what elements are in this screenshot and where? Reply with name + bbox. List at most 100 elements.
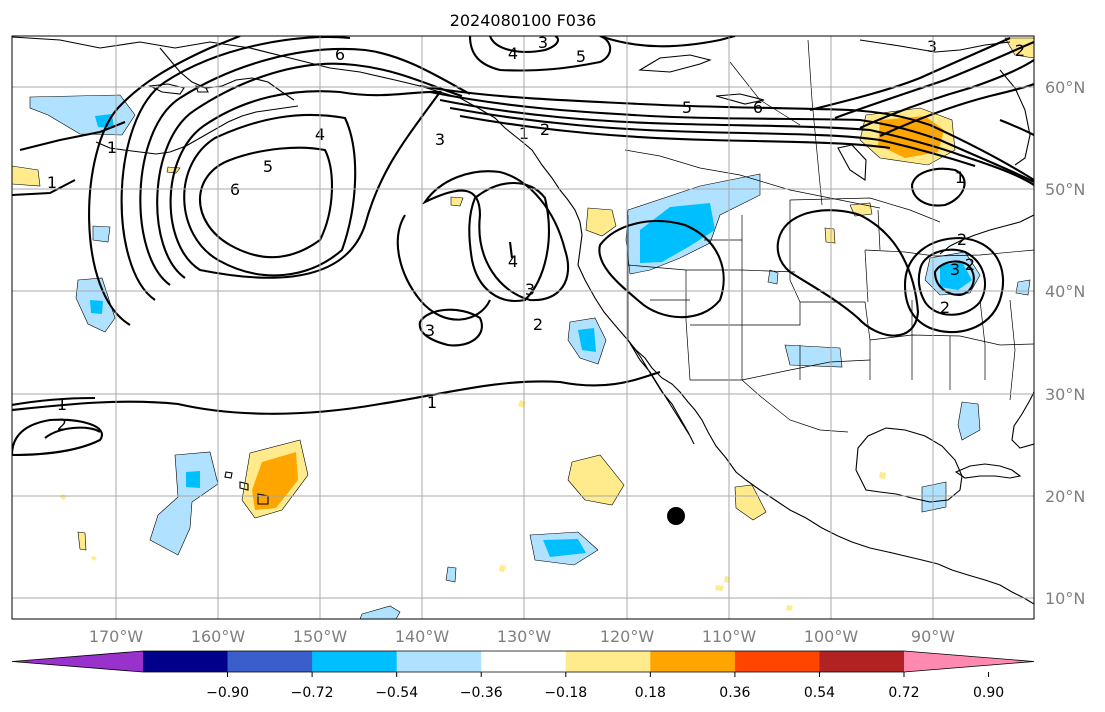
shade-region-cyan	[186, 471, 200, 488]
colorbar-tick-label: −0.54	[375, 685, 418, 701]
shade-region-cyan	[95, 114, 114, 128]
latitude-labels: 60°N 50°N 40°N 30°N 20°N 10°N	[1045, 78, 1085, 608]
lat-label: 20°N	[1045, 487, 1085, 506]
contour-label: 6	[335, 45, 345, 64]
gridlines	[12, 36, 1034, 619]
shade-region-yellow	[450, 196, 464, 207]
contour-label: 1	[427, 393, 437, 412]
contour-label: 1	[47, 173, 57, 192]
lat-label: 50°N	[1045, 180, 1085, 199]
shade-region-blue	[957, 401, 981, 441]
contour-label: 5	[576, 47, 586, 66]
contour-label: 3	[525, 280, 535, 299]
shade-region-yellow	[91, 556, 97, 561]
contour-label: 2	[965, 255, 975, 274]
storm-marker	[667, 507, 685, 525]
lon-label: 170°W	[89, 627, 144, 646]
shade-region-yellow	[585, 207, 617, 237]
colorbar-tick-label: −0.90	[206, 685, 249, 701]
colorbar-tick-label: −0.72	[291, 685, 334, 701]
shade-region-blue	[359, 605, 401, 619]
colorbar-swatch	[312, 651, 398, 672]
lat-label: 40°N	[1045, 282, 1085, 301]
political-borders	[624, 39, 1034, 433]
colorbar-tick-label: 0.54	[804, 685, 835, 701]
lat-label: 60°N	[1045, 78, 1085, 97]
colorbar-tick-label: −0.36	[460, 685, 503, 701]
contour-label: 3	[435, 130, 445, 149]
shade-region-yellow	[567, 454, 625, 506]
shade-region-blue	[784, 344, 843, 368]
contour-label: 3	[425, 321, 435, 340]
shade-region-cyan	[640, 203, 715, 263]
shade-region-yellow	[77, 531, 87, 551]
contour-label: 3	[927, 37, 937, 56]
colorbar-tick-label: 0.72	[888, 685, 919, 701]
contour-lines	[12, 36, 1034, 457]
contour-label: 2	[1015, 41, 1025, 60]
contour-label: 3	[538, 33, 548, 52]
contour-label: 1	[107, 138, 117, 157]
shade-region-cyan	[940, 262, 972, 290]
map-title: 2024080100 F036	[450, 11, 597, 30]
lon-label: 130°W	[497, 627, 552, 646]
colorbar-swatch	[481, 651, 567, 672]
lon-label: 100°W	[804, 627, 859, 646]
shade-region-cyan	[90, 300, 103, 314]
contour-label: 3	[950, 260, 960, 279]
coastlines	[12, 36, 1034, 605]
colorbar-swatch	[396, 651, 482, 672]
lon-label: 120°W	[600, 627, 655, 646]
colorbar-swatch	[565, 651, 651, 672]
contour-label: 5	[263, 157, 273, 176]
contour-label: 4	[508, 44, 518, 63]
colorbar-tick-label: 0.90	[973, 685, 1004, 701]
colorbar-outline	[11, 650, 1035, 673]
lat-label: 30°N	[1045, 385, 1085, 404]
contour-label: 1	[955, 168, 965, 187]
colorbar-tick-label: −0.18	[544, 685, 587, 701]
colorbar-ticks: −0.90 −0.72 −0.54 −0.36 −0.18 0.18 0.36 0.54 0.7…	[206, 672, 1004, 701]
map-frame	[11, 35, 1035, 620]
shade-region-blue	[921, 481, 947, 513]
colorbar: −0.90 −0.72 −0.54 −0.36 −0.18 0.18 0.36 0.54 0.7…	[11, 650, 1035, 701]
shade-region-cyan	[578, 328, 596, 352]
colorbar-swatch	[819, 651, 905, 672]
colorbar-tick-label: 0.18	[635, 685, 666, 701]
shade-region-yellow	[12, 165, 41, 187]
contour-label: 4	[508, 252, 518, 271]
contour-labels: 6 5 4 3 2 1 4 3 5 6 5 6 3 2 4 3 3 2 2 1	[47, 33, 1025, 434]
colorbar-swatch	[143, 651, 229, 672]
lon-label: 140°W	[395, 627, 450, 646]
shade-region-yellow	[879, 472, 886, 479]
lon-label: 150°W	[293, 627, 348, 646]
colorbar-swatch	[227, 651, 313, 672]
contour-label: 2	[533, 315, 543, 334]
lon-label: 90°W	[911, 627, 955, 646]
contour-label: 5	[682, 98, 692, 117]
colorbar-extend-low	[12, 651, 143, 672]
colorbar-extend-high	[904, 651, 1034, 672]
lon-label: 110°W	[702, 627, 757, 646]
map-panel: 6 5 4 3 2 1 4 3 5 6 5 6 3 2 4 3 3 2 2 1	[11, 33, 1035, 620]
shade-region-yellow	[734, 484, 767, 521]
contour-label: 2	[957, 230, 967, 249]
shade-region-blue	[1015, 279, 1031, 296]
contour-label: 2	[940, 298, 950, 317]
lon-label: 160°W	[191, 627, 246, 646]
shade-region-yellow	[786, 605, 793, 611]
colorbar-tick-label: 0.36	[719, 685, 750, 701]
shade-region-blue	[149, 451, 219, 556]
shade-region-yellow	[715, 585, 724, 591]
contour-label: 2	[540, 120, 550, 139]
longitude-labels: 170°W 160°W 150°W 140°W 130°W 120°W 110°…	[89, 627, 955, 646]
contour-label: 1	[57, 395, 67, 414]
colorbar-swatch	[650, 651, 736, 672]
shade-region-blue	[92, 225, 111, 243]
colorbar-swatch	[734, 651, 820, 672]
shade-region-blue	[767, 269, 779, 285]
contour-label: 2	[57, 415, 67, 434]
lat-label: 10°N	[1045, 589, 1085, 608]
shade-region-yellow	[499, 565, 506, 572]
